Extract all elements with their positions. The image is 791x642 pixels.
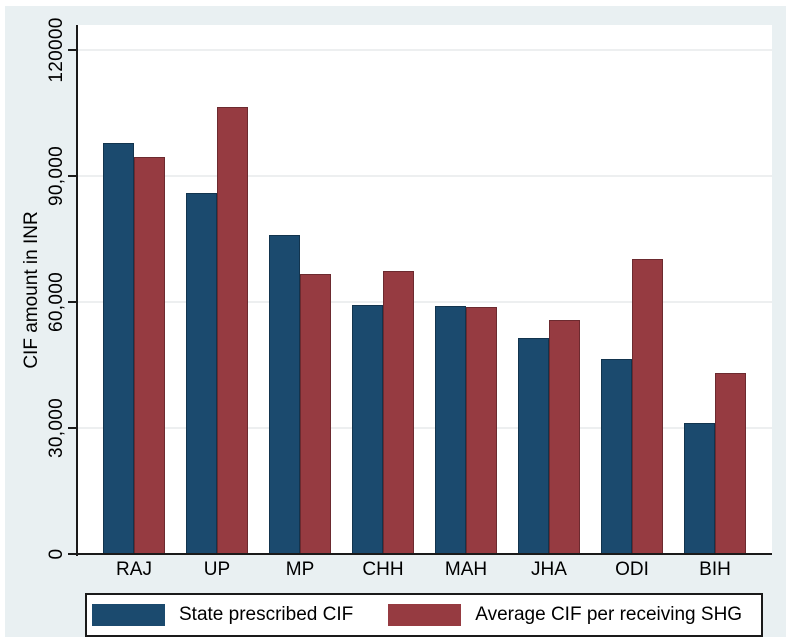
gridline-30000 (78, 427, 772, 430)
legend-entry-average-cif: Average CIF per receiving SHG (388, 604, 742, 626)
bar-bih-red (715, 373, 746, 554)
bar-chh-blue (352, 305, 383, 554)
bar-jha-red (549, 320, 580, 554)
y-tick-mark (68, 175, 76, 178)
bar-mp-red (300, 273, 331, 554)
plot-area (78, 25, 772, 554)
bar-chh-red (383, 271, 414, 554)
y-axis-line (76, 25, 78, 556)
y-tick-label: 90,000 (46, 146, 67, 207)
y-tick-label: 60,000 (46, 272, 67, 333)
x-tick-label-bih: BIH (699, 559, 731, 580)
bar-up-red (217, 106, 248, 554)
x-tick-label-chh: CHH (362, 559, 404, 580)
x-tick-label-mah: MAH (444, 559, 488, 580)
bar-mp-blue (269, 234, 300, 554)
x-tick-label-raj: RAJ (116, 559, 152, 580)
bar-mah-blue (435, 306, 466, 554)
gridline-60000 (78, 301, 772, 304)
legend-swatch-red (388, 604, 462, 626)
bar-odi-red (632, 258, 663, 554)
y-tick-mark (68, 49, 76, 52)
bar-mah-red (466, 307, 497, 554)
x-tick-label-mp: MP (285, 559, 315, 580)
y-tick-label: 30,000 (46, 398, 67, 459)
x-tick-label-odi: ODI (615, 559, 649, 580)
legend-swatch-blue (92, 604, 165, 626)
y-tick-mark (68, 553, 76, 555)
y-tick-label: 0 (46, 548, 67, 560)
bar-raj-blue (103, 142, 134, 554)
x-tick-label-jha: JHA (531, 559, 567, 580)
legend-label: State prescribed CIF (179, 604, 354, 625)
x-tick-label-up: UP (203, 559, 231, 580)
bar-raj-red (134, 157, 165, 554)
gridline-90000 (78, 175, 772, 178)
bar-up-blue (186, 192, 217, 554)
gridline-120000 (78, 49, 772, 52)
y-axis-title: CIF amount in INR (21, 211, 42, 369)
bar-jha-blue (518, 337, 549, 554)
x-axis-line (76, 553, 772, 555)
bar-odi-blue (601, 359, 632, 554)
y-tick-mark (68, 427, 76, 430)
y-tick-mark (68, 301, 76, 304)
legend-label: Average CIF per receiving SHG (475, 604, 743, 625)
y-tick-label: 120000 (46, 17, 67, 83)
bar-bih-blue (684, 422, 715, 554)
legend-box: State prescribed CIF Average CIF per rec… (85, 593, 763, 637)
legend-entry-state-prescribed-cif: State prescribed CIF (92, 604, 353, 626)
